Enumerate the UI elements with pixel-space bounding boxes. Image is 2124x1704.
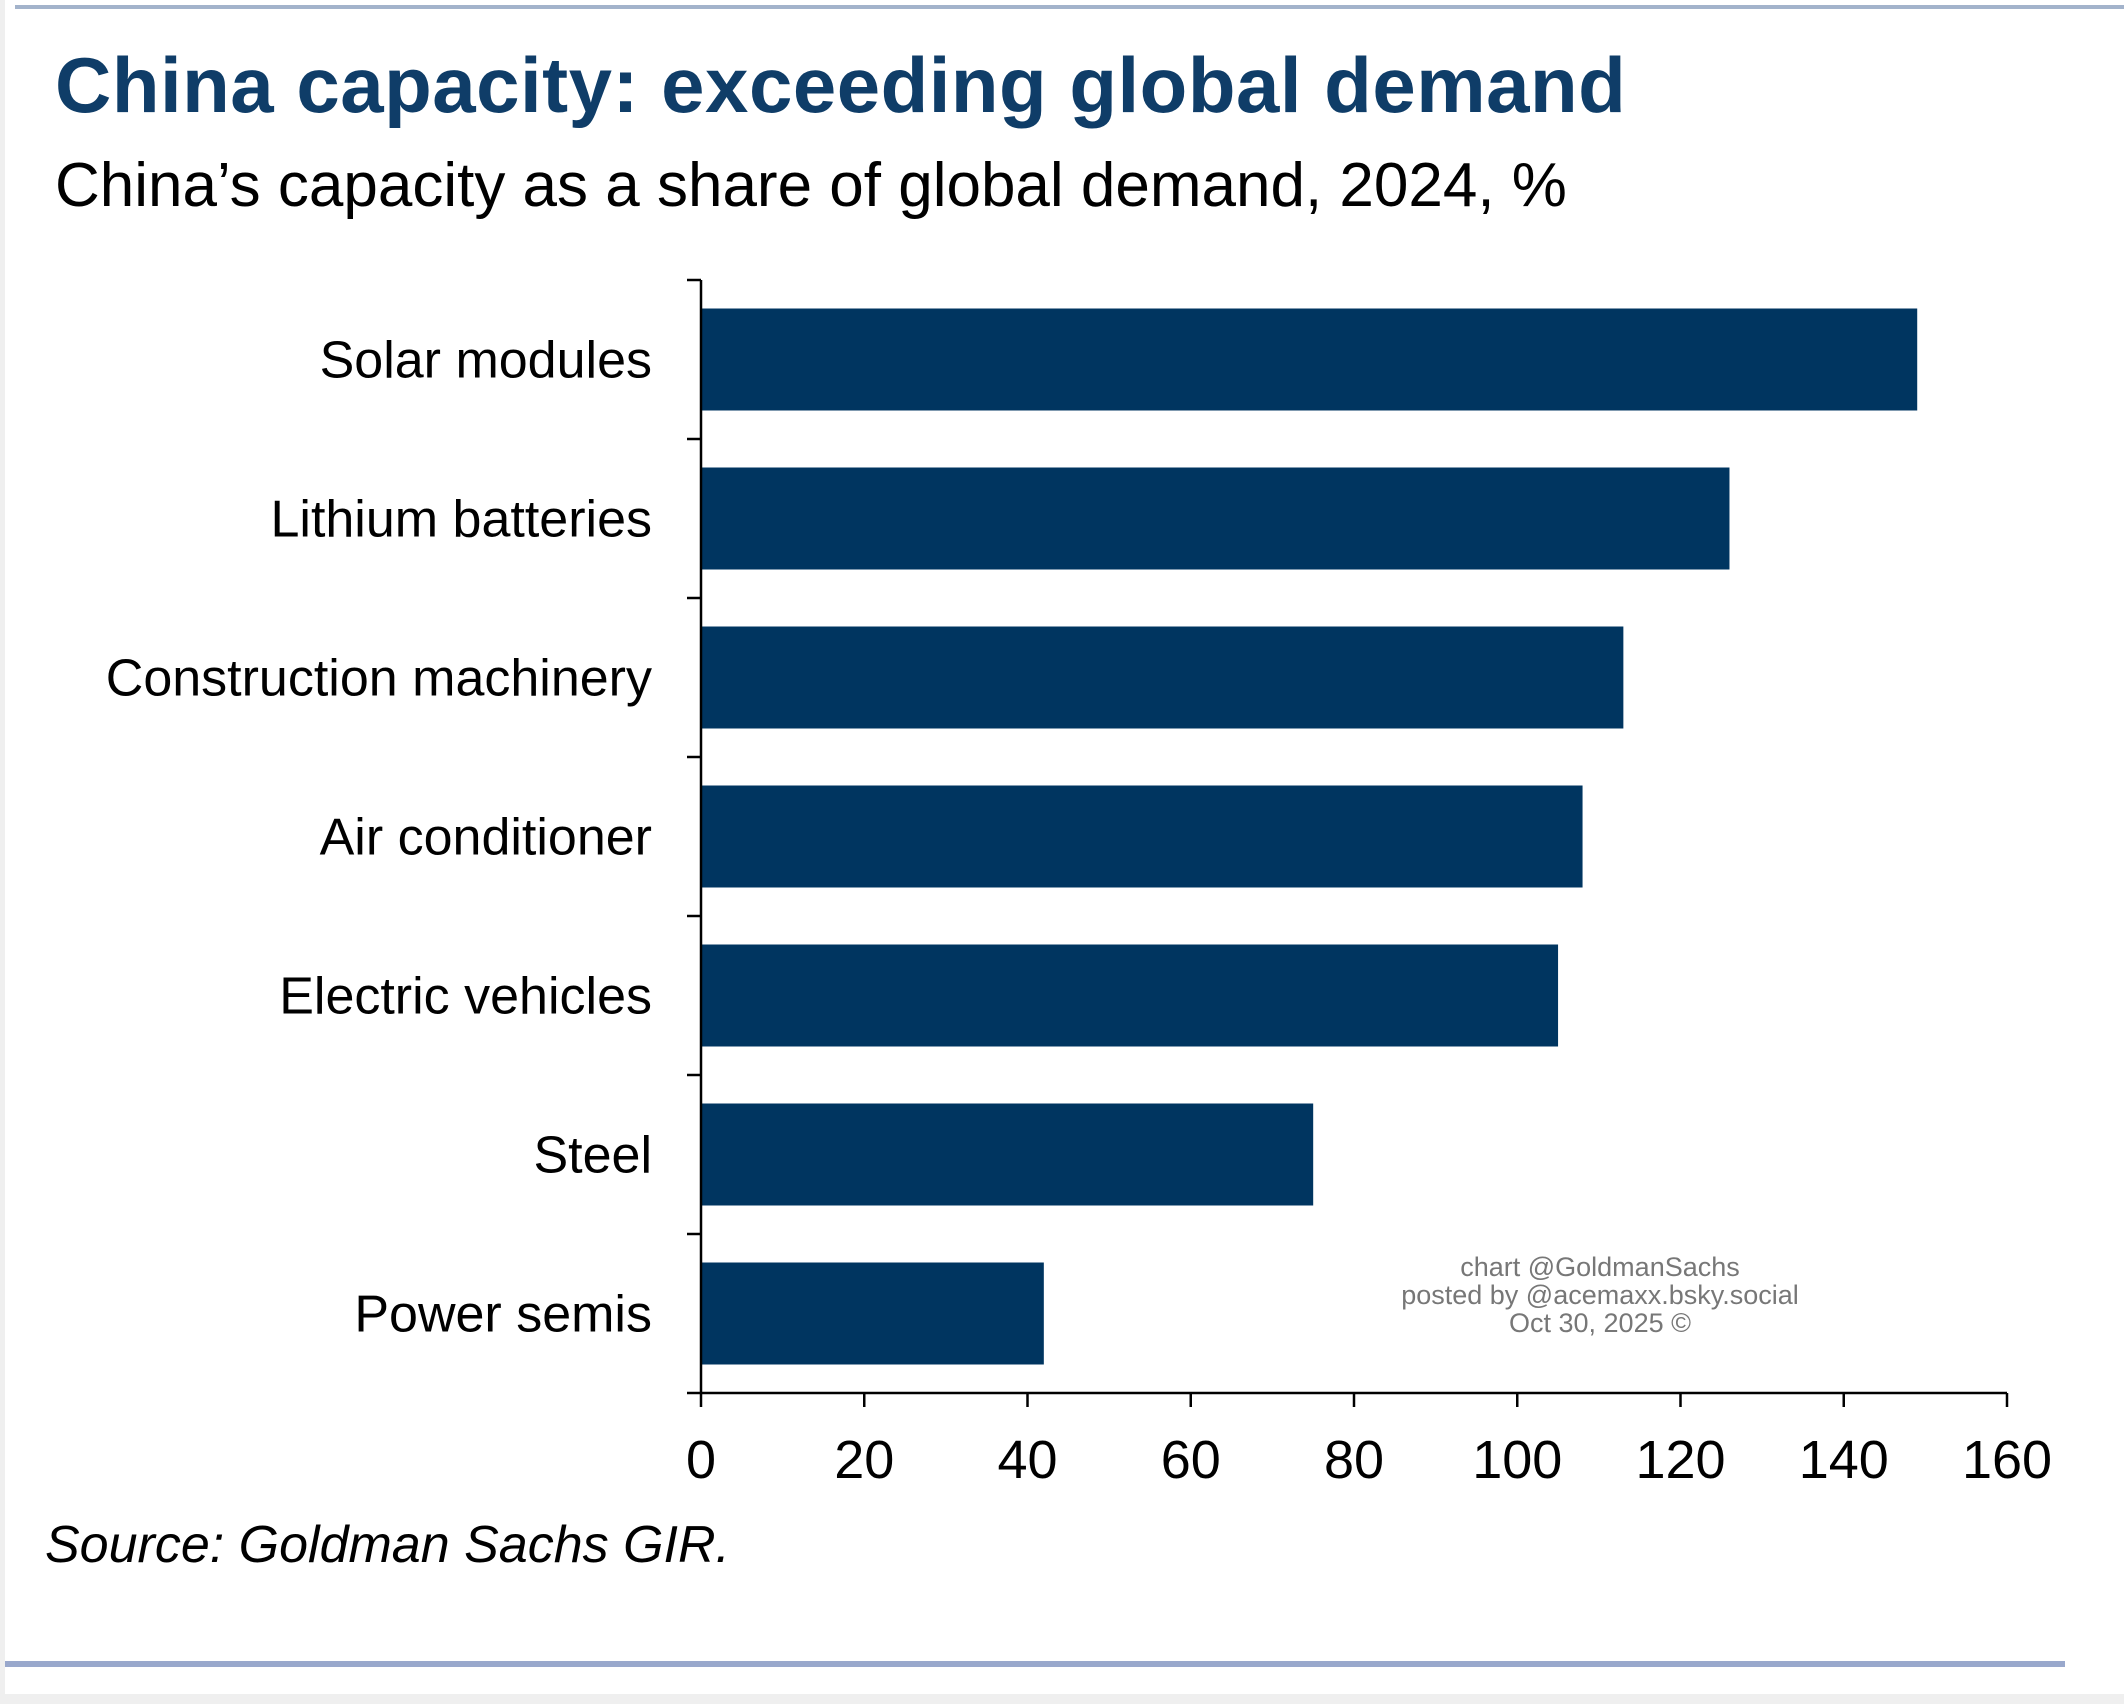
bar-steel	[701, 1103, 1314, 1206]
bar-air-conditioner	[701, 785, 1583, 888]
x-tick-label: 60	[1161, 1430, 1221, 1490]
bottom-divider	[5, 1661, 2065, 1667]
top-divider	[15, 5, 2124, 9]
x-tick-label: 0	[686, 1430, 716, 1490]
source-note: Source: Goldman Sachs GIR.	[45, 1516, 730, 1574]
category-label: Steel	[533, 1127, 652, 1185]
x-tick-label: 20	[834, 1430, 894, 1490]
watermark-line: posted by @acemaxx.bsky.social	[1401, 1280, 1799, 1310]
bar-construction-machinery	[701, 626, 1624, 729]
watermark-line: Oct 30, 2025 ©	[1509, 1308, 1691, 1338]
watermark-line: chart @GoldmanSachs	[1460, 1252, 1740, 1282]
bar-solar-modules	[701, 308, 1918, 411]
category-label: Electric vehicles	[279, 968, 652, 1026]
chart-page: China capacity: exceeding global demand …	[5, 0, 2124, 1694]
category-label: Power semis	[354, 1286, 652, 1344]
chart-title: China capacity: exceeding global demand	[55, 41, 1627, 129]
bar-electric-vehicles	[701, 944, 1559, 1047]
x-tick-label: 100	[1472, 1430, 1562, 1490]
category-label: Construction machinery	[106, 650, 652, 708]
category-label: Solar modules	[320, 332, 652, 390]
category-label: Lithium batteries	[270, 491, 652, 549]
chart-subtitle: China’s capacity as a share of global de…	[55, 151, 1567, 220]
category-label: Air conditioner	[320, 809, 652, 867]
bar-lithium-batteries	[701, 467, 1730, 570]
x-tick-label: 80	[1324, 1430, 1384, 1490]
x-tick-label: 140	[1799, 1430, 1889, 1490]
x-tick-label: 120	[1635, 1430, 1725, 1490]
x-tick-label: 160	[1962, 1430, 2052, 1490]
x-tick-label: 40	[997, 1430, 1057, 1490]
bar-power-semis	[701, 1262, 1044, 1365]
